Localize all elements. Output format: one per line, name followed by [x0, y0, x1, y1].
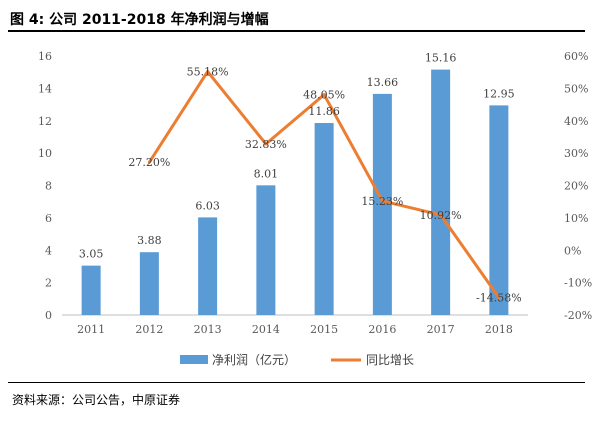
x-tick-label: 2013	[194, 323, 222, 336]
bar-value-label: 3.88	[137, 234, 162, 247]
bar	[372, 93, 392, 315]
y-left-tick-label: 12	[38, 115, 52, 128]
x-tick-label: 2011	[77, 323, 105, 336]
y-right-tick-label: 30%	[564, 147, 588, 160]
line-point	[380, 199, 384, 203]
line-point	[264, 142, 268, 146]
legend-label-line: 同比增长	[366, 353, 414, 367]
bar	[431, 69, 451, 315]
bar	[81, 265, 101, 315]
source-note-bar: 资料来源：公司公告，中原证券	[8, 382, 585, 408]
bar	[198, 217, 218, 315]
y-left-tick-label: 16	[38, 50, 52, 63]
chart-axes: 0 2 4 6 8 10 12 14 16 -20% -10% 0% 10% 20% 30% 40% 50% 60…	[38, 50, 592, 336]
x-tick-label: 2014	[252, 323, 280, 336]
bar-value-label: 3.05	[79, 248, 104, 261]
line-value-label: 10.92%	[420, 209, 462, 222]
source-note: 资料来源：公司公告，中原证券	[12, 393, 181, 407]
x-tick-label: 2016	[368, 323, 396, 336]
legend: 净利润（亿元） 同比增长	[180, 352, 414, 367]
line-series	[147, 70, 501, 299]
y-right-tick-label: -20%	[564, 309, 592, 322]
y-right-tick-label: 50%	[564, 82, 588, 95]
x-tick-label: 2018	[485, 323, 513, 336]
y-left-tick-label: 2	[45, 277, 52, 290]
bar-value-label: 13.66	[367, 76, 399, 89]
bar-value-label: 15.16	[425, 52, 457, 65]
legend-label-bar: 净利润（亿元）	[212, 352, 296, 367]
x-tick-label: 2017	[427, 323, 455, 336]
y-right-tick-label: 40%	[564, 115, 588, 128]
line-point	[322, 93, 326, 97]
line-value-label: 48.05%	[303, 89, 345, 102]
x-tick-label: 2015	[310, 323, 338, 336]
y-right-tick-label: 10%	[564, 212, 588, 225]
line-point	[497, 295, 501, 299]
bar-value-label: 11.86	[308, 105, 340, 118]
bar	[139, 252, 159, 315]
line-value-label: 27.20%	[128, 156, 170, 169]
y-left-tick-label: 4	[45, 244, 52, 257]
bar	[256, 185, 276, 315]
bar	[489, 105, 509, 315]
y-right-tick-label: 60%	[564, 50, 588, 63]
y-left-tick-label: 10	[38, 147, 52, 160]
y-left-tick-label: 14	[38, 82, 52, 95]
y-left-tick-label: 0	[45, 309, 52, 322]
figure-title-bar: 图 4: 公司 2011-2018 年净利润与增幅	[8, 6, 585, 32]
combo-chart: 0 2 4 6 8 10 12 14 16 -20% -10% 0% 10% 20% 30% 40% 50% 60…	[38, 50, 592, 367]
bar-value-label: 6.03	[195, 199, 220, 212]
line-value-label: 15.23%	[361, 195, 403, 208]
y-right-tick-label: -10%	[564, 277, 592, 290]
bar-value-label: 8.01	[254, 167, 279, 180]
bar	[314, 123, 334, 315]
line-point	[206, 70, 210, 74]
data-labels: 3.05 3.88 6.03 8.01 11.86 13.66 15.16 12.95 27.2…	[79, 52, 522, 305]
legend-swatch-bar	[180, 355, 208, 364]
line-point	[439, 213, 443, 217]
x-tick-label: 2012	[135, 323, 163, 336]
y-left-tick-label: 6	[45, 212, 52, 225]
y-right-tick-label: 20%	[564, 180, 588, 193]
line-point	[147, 160, 151, 164]
bar-series	[81, 69, 509, 315]
line-value-label: -14.58%	[476, 291, 522, 304]
figure-title: 图 4: 公司 2011-2018 年净利润与增幅	[10, 12, 269, 28]
line-value-label: 55.18%	[187, 66, 229, 79]
bar-value-label: 12.95	[483, 87, 515, 100]
line-value-label: 32.83%	[245, 138, 287, 151]
y-left-tick-label: 8	[45, 180, 52, 193]
y-right-tick-label: 0%	[564, 244, 581, 257]
